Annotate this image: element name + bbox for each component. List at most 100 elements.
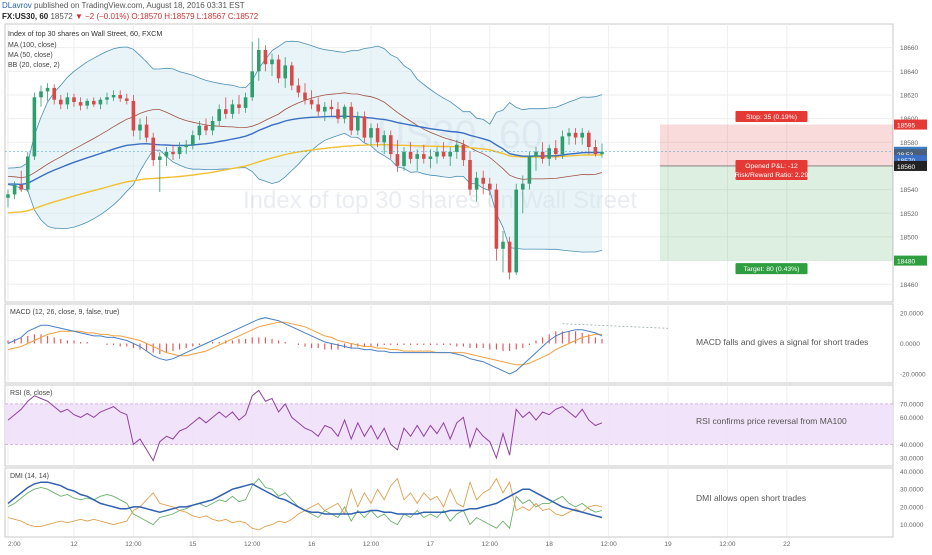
y-tick-label: 10.0000 (900, 522, 924, 529)
candle-body (98, 99, 103, 105)
candle-body (263, 50, 268, 65)
y-tick-label: 18540 (900, 187, 918, 194)
rsi-annotation: RSI confirms price reversal from MA100 (696, 416, 847, 426)
candle-body (184, 144, 188, 148)
candle-body (323, 106, 327, 112)
candle-body (303, 92, 307, 100)
price-tag (894, 160, 927, 171)
candle-body (441, 151, 446, 157)
price-tag-text: 18595 (897, 123, 915, 130)
pnl-label-box (735, 159, 808, 180)
y-tick-label: -20.0000 (900, 371, 926, 378)
stop-zone (660, 124, 893, 166)
macd-title: MACD (12, 26, close, 9, false, true) (10, 309, 119, 316)
candle-body (349, 106, 353, 131)
candle-body (593, 147, 598, 155)
y-tick-label: 60.0000 (900, 415, 924, 422)
target-zone (660, 165, 893, 261)
candle-body (45, 87, 50, 92)
watermark-description: Index of top 30 shares on Wall Street (243, 187, 637, 214)
candle-body (12, 184, 17, 195)
bollinger-lower-line (7, 132, 603, 253)
x-tick-label: 19 (664, 541, 672, 548)
candle-body (408, 151, 413, 159)
candle-body (131, 100, 136, 131)
price-tag (894, 255, 927, 266)
candle-body (547, 148, 551, 159)
price-tag-text: 18560 (897, 164, 915, 171)
y-tick-label: 18500 (900, 234, 918, 241)
candle-body (527, 156, 532, 184)
y-tick-label: 40.0000 (900, 469, 924, 476)
candle-body (389, 135, 393, 155)
price-change: ▼ −2 (−0.01%) (74, 12, 130, 21)
candle-body (243, 97, 248, 108)
y-tick-label: 18640 (900, 69, 918, 76)
candle-body (573, 132, 578, 138)
candle-body (567, 132, 571, 137)
author-name[interactable]: DLavrov (2, 1, 32, 10)
stop-label-box (735, 111, 808, 123)
candle-body (448, 151, 452, 157)
x-tick-label: 2:00 (8, 541, 21, 548)
macd-signal-line (7, 321, 602, 366)
candle-body (580, 132, 584, 138)
candle-body (210, 121, 215, 131)
candle-body (85, 100, 89, 106)
candle-body (587, 132, 591, 147)
rsi-band (5, 403, 893, 445)
candle-body (468, 160, 472, 190)
candle-body (164, 151, 169, 157)
candle-body (224, 109, 228, 114)
candle-body (474, 177, 479, 190)
y-tick-label: 18580 (900, 140, 918, 147)
candle-body (395, 154, 400, 166)
publish-info: published on TradingView.com, August 18,… (34, 1, 245, 10)
y-tick-label: 18460 (900, 282, 918, 289)
candle-body (171, 151, 175, 155)
candle-body (382, 135, 386, 143)
candle-body (428, 156, 433, 159)
candle-body (158, 156, 162, 160)
y-tick-label: 18520 (900, 211, 918, 218)
x-tick-label: 16 (308, 541, 316, 548)
x-tick-label: 12:00 (363, 541, 380, 548)
rsi-title: RSI (8, close) (10, 390, 52, 397)
candle-body (105, 97, 109, 100)
x-tick-label: 12:00 (482, 541, 499, 548)
y-tick-label: 30.0000 (900, 455, 924, 462)
price-tag (894, 155, 927, 166)
candle-body (72, 97, 76, 102)
candle-body (32, 97, 37, 157)
candle-body (362, 116, 367, 138)
macd-annotation: MACD falls and gives a signal for short … (696, 337, 868, 347)
candle-body (191, 135, 195, 145)
publish-line: DLavrov published on TradingView.com, Au… (2, 1, 245, 11)
candle-body (455, 144, 459, 152)
x-tick-label: 18 (546, 541, 554, 548)
price-tag-text: 18480 (897, 259, 915, 266)
x-tick-label: 12:00 (600, 541, 617, 548)
price-tag (894, 119, 927, 130)
candle-body (422, 154, 426, 159)
candle-body (19, 184, 23, 190)
candle-body (461, 144, 466, 161)
pane-frame-3 (4, 467, 894, 538)
candle-body (78, 102, 83, 106)
candle-body (342, 106, 347, 119)
candle-body (151, 137, 155, 161)
candle-body (554, 148, 558, 155)
x-tick-label: 12:00 (244, 541, 261, 548)
candle-body (283, 65, 287, 79)
y-tick-label: 20.0000 (900, 311, 924, 318)
candle-body (59, 99, 63, 105)
candle-body (435, 151, 439, 157)
candle-body (257, 50, 261, 72)
symbol-label[interactable]: FX:US30, 60 (2, 12, 49, 21)
candle-body (309, 99, 314, 105)
macd-trend-arrow (562, 323, 669, 329)
rsi-line (7, 389, 603, 462)
price-tag (894, 149, 927, 160)
